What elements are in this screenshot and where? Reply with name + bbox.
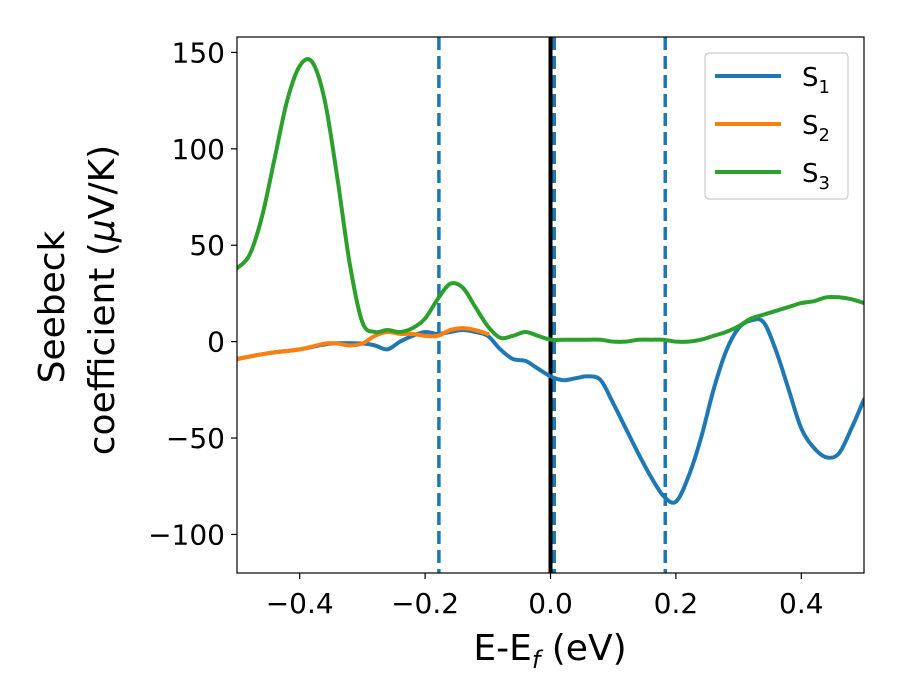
x-tick-label: 0.4 xyxy=(779,587,824,620)
y-tick-label: −100 xyxy=(148,518,225,551)
series-line-s3 xyxy=(237,57,864,344)
x-tick-label: −0.4 xyxy=(266,587,334,620)
data-series xyxy=(237,57,864,505)
legend-label-s2: S2 xyxy=(802,111,830,146)
x-tick-label: −0.2 xyxy=(391,587,459,620)
series-line-s1 xyxy=(237,317,864,505)
y-axis-title-line2: coefficient (μV/K) xyxy=(82,145,123,455)
y-tick-label: 0 xyxy=(207,326,225,359)
y-tick-label: 100 xyxy=(172,133,225,166)
legend-label-s3: S3 xyxy=(802,159,830,194)
x-tick-label: 0.2 xyxy=(654,587,699,620)
y-tick-label: 150 xyxy=(172,36,225,69)
reference-lines xyxy=(437,37,667,573)
legend-label-s1: S1 xyxy=(802,63,830,98)
y-tick-label: 50 xyxy=(189,229,225,262)
x-axis-ticks: −0.4 −0.2 0.0 0.2 0.4 xyxy=(266,573,824,620)
x-tick-label: 0.0 xyxy=(528,587,573,620)
x-axis-title: E-Ef (eV) xyxy=(473,628,626,674)
y-axis-ticks: −100 −50 0 50 100 150 xyxy=(148,36,237,551)
legend: S1 S2 S3 xyxy=(704,52,849,200)
y-axis-title-line1: Seebeck xyxy=(32,230,73,383)
y-tick-label: −50 xyxy=(166,422,225,455)
